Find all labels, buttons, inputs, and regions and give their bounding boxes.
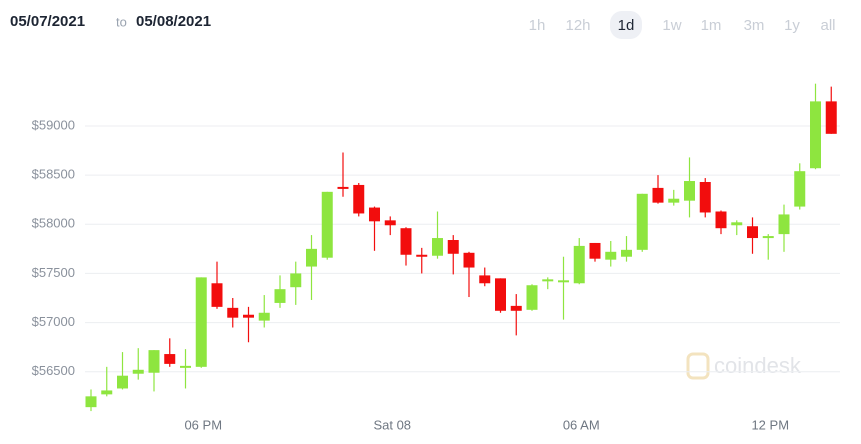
candle-body — [243, 314, 254, 318]
x-tick-label: 12 PM — [751, 417, 789, 432]
candle-body — [290, 273, 302, 288]
candle-body — [258, 312, 270, 321]
candle-body — [589, 242, 601, 259]
range-button[interactable]: 1w — [662, 17, 681, 34]
candle-body — [384, 220, 396, 226]
watermark: coindesk — [686, 352, 802, 380]
date-to: 05/08/2021 — [136, 13, 211, 30]
candle-body — [353, 184, 365, 214]
date-separator: to — [116, 14, 127, 29]
candle-body — [432, 238, 443, 256]
candle-body — [447, 240, 459, 254]
range-button[interactable]: 1d — [610, 11, 642, 39]
candle-body — [306, 248, 317, 267]
candle-body — [132, 369, 144, 374]
candle-body — [416, 254, 428, 257]
y-tick-label: $58000 — [32, 216, 75, 231]
candle-body — [400, 228, 412, 255]
candle-body — [164, 354, 176, 364]
range-label[interactable]: 1y — [784, 17, 800, 34]
candle-body — [463, 252, 475, 268]
candle-body — [101, 390, 113, 395]
candle-body — [148, 350, 160, 373]
x-tick-label: Sat 08 — [373, 417, 411, 432]
candle-body — [621, 249, 632, 257]
candle-body — [731, 222, 743, 226]
watermark-logo — [686, 352, 710, 380]
date-from: 05/07/2021 — [10, 13, 85, 30]
candle-body — [825, 101, 837, 134]
candle-body — [810, 101, 821, 169]
candle-body — [479, 275, 491, 284]
candle-body — [794, 171, 806, 207]
range-button[interactable]: 1y — [784, 17, 800, 34]
candle-body — [684, 181, 695, 201]
y-tick-label: $56500 — [32, 363, 75, 378]
candle-body — [321, 191, 333, 258]
y-tick-label: $57000 — [32, 314, 75, 329]
candle-body — [762, 236, 774, 239]
candle-body — [510, 305, 522, 311]
range-label[interactable]: 12h — [565, 17, 590, 34]
candle-body — [652, 187, 664, 203]
x-tick-label: 06 AM — [563, 417, 600, 432]
range-label[interactable]: 3m — [744, 17, 765, 34]
candle-body — [668, 198, 680, 203]
candle-body — [227, 307, 239, 318]
candle-body — [636, 193, 648, 250]
candle-body — [573, 245, 585, 284]
candle-body — [337, 186, 349, 189]
range-button[interactable]: 1h — [529, 17, 546, 34]
candle-body — [495, 278, 506, 311]
range-button[interactable]: 3m — [744, 17, 765, 34]
candle-body — [526, 285, 538, 310]
candle-body — [211, 283, 223, 307]
y-tick-label: $58500 — [32, 167, 75, 182]
candle-body — [542, 279, 554, 282]
candle-body — [117, 375, 128, 389]
candle-body — [699, 181, 711, 213]
watermark-text: coindesk — [714, 353, 802, 378]
range-button[interactable]: 1m — [701, 17, 722, 34]
candle-body — [85, 396, 97, 408]
range-label[interactable]: 1m — [701, 17, 722, 34]
range-label[interactable]: 1w — [662, 17, 681, 34]
candle-body — [195, 277, 207, 367]
candle-body — [605, 251, 617, 260]
x-tick-label: 06 PM — [184, 417, 222, 432]
candle-body — [369, 207, 380, 222]
y-tick-label: $57500 — [32, 265, 75, 280]
y-tick-label: $59000 — [32, 117, 75, 132]
range-label[interactable]: 1d — [618, 17, 635, 34]
range-label[interactable]: all — [820, 17, 835, 34]
range-label[interactable]: 1h — [529, 17, 546, 34]
candle-body — [274, 289, 286, 303]
candle-body — [778, 214, 790, 235]
candle-body — [558, 280, 569, 283]
range-button[interactable]: 12h — [565, 17, 590, 34]
range-button-bg — [610, 11, 642, 39]
candle-body — [180, 365, 191, 368]
range-button[interactable]: all — [820, 17, 835, 34]
candle-body — [747, 226, 758, 239]
candle-body — [715, 211, 727, 229]
